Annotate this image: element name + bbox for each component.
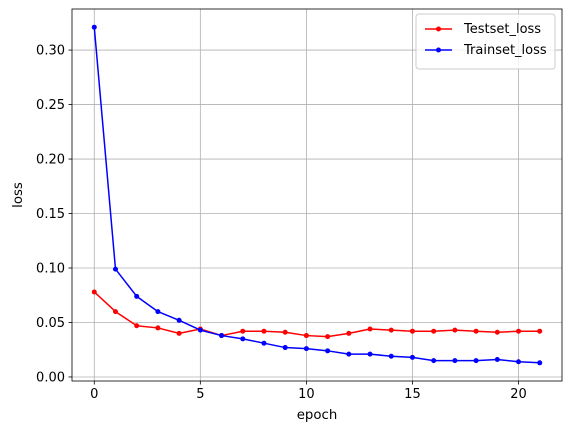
legend-box bbox=[415, 13, 556, 70]
data-point bbox=[91, 289, 97, 295]
data-point bbox=[494, 329, 500, 335]
data-point bbox=[155, 325, 161, 331]
data-point bbox=[346, 351, 352, 357]
x-tick-label: 5 bbox=[196, 387, 204, 402]
x-tick-label: 15 bbox=[404, 387, 421, 402]
x-axis-label: epoch bbox=[297, 408, 338, 423]
grid-lines bbox=[72, 9, 562, 381]
data-point bbox=[367, 351, 373, 357]
x-tick-label: 20 bbox=[510, 387, 527, 402]
data-point bbox=[325, 334, 331, 340]
data-point bbox=[409, 354, 415, 360]
data-point bbox=[388, 353, 394, 359]
series-line bbox=[93, 27, 540, 364]
data-point bbox=[176, 330, 182, 336]
legend-label-trainset: Trainset_loss bbox=[463, 43, 547, 58]
data-point bbox=[240, 328, 246, 334]
y-tick-label: 0.30 bbox=[36, 44, 65, 59]
y-axis-label: loss bbox=[11, 182, 26, 208]
series-layer bbox=[91, 24, 543, 366]
x-tick-label: 0 bbox=[90, 387, 98, 402]
data-point bbox=[452, 327, 458, 333]
legend-marker-trainset bbox=[436, 47, 441, 53]
y-tick-label: 0.20 bbox=[36, 153, 65, 168]
series-testset-loss bbox=[91, 289, 543, 340]
data-point bbox=[112, 309, 118, 315]
data-point bbox=[516, 359, 522, 365]
data-point bbox=[516, 328, 522, 334]
data-point bbox=[282, 345, 288, 351]
data-point bbox=[112, 266, 118, 272]
x-tick-label: 10 bbox=[298, 387, 315, 402]
data-point bbox=[134, 293, 140, 299]
data-point bbox=[494, 357, 500, 363]
legend: Testset_loss Trainset_loss bbox=[415, 13, 556, 70]
data-point bbox=[325, 348, 331, 354]
y-tick-label: 0.15 bbox=[36, 207, 65, 222]
data-point bbox=[303, 333, 309, 339]
data-point bbox=[537, 328, 543, 334]
data-point bbox=[219, 333, 225, 339]
data-point bbox=[303, 346, 309, 352]
series-trainset-loss bbox=[91, 24, 543, 366]
data-point bbox=[409, 328, 415, 334]
data-point bbox=[134, 323, 140, 329]
data-point bbox=[367, 326, 373, 332]
data-point bbox=[473, 358, 479, 364]
data-point bbox=[388, 327, 394, 333]
y-tick-label: 0.10 bbox=[36, 262, 65, 277]
data-point bbox=[452, 358, 458, 364]
data-point bbox=[155, 309, 161, 315]
legend-marker-testset bbox=[436, 26, 441, 32]
y-axis-ticks: 0.00 0.05 0.10 0.15 0.20 0.25 0.30 bbox=[36, 44, 72, 385]
data-point bbox=[473, 328, 479, 334]
data-point bbox=[176, 317, 182, 323]
data-point bbox=[537, 360, 543, 366]
data-point bbox=[261, 340, 267, 346]
data-point bbox=[197, 327, 203, 333]
data-point bbox=[261, 328, 267, 334]
data-point bbox=[282, 329, 288, 335]
data-point bbox=[431, 358, 437, 364]
y-tick-label: 0.25 bbox=[36, 98, 65, 113]
y-tick-label: 0.00 bbox=[36, 370, 65, 385]
data-point bbox=[240, 336, 246, 342]
y-tick-label: 0.05 bbox=[36, 316, 65, 331]
x-axis-ticks: 0 5 10 15 20 bbox=[90, 381, 527, 402]
legend-label-testset: Testset_loss bbox=[463, 22, 541, 37]
series-line bbox=[93, 291, 540, 338]
data-point bbox=[431, 328, 437, 334]
data-point bbox=[346, 330, 352, 336]
plot-frame bbox=[71, 8, 563, 382]
data-point bbox=[91, 24, 97, 30]
